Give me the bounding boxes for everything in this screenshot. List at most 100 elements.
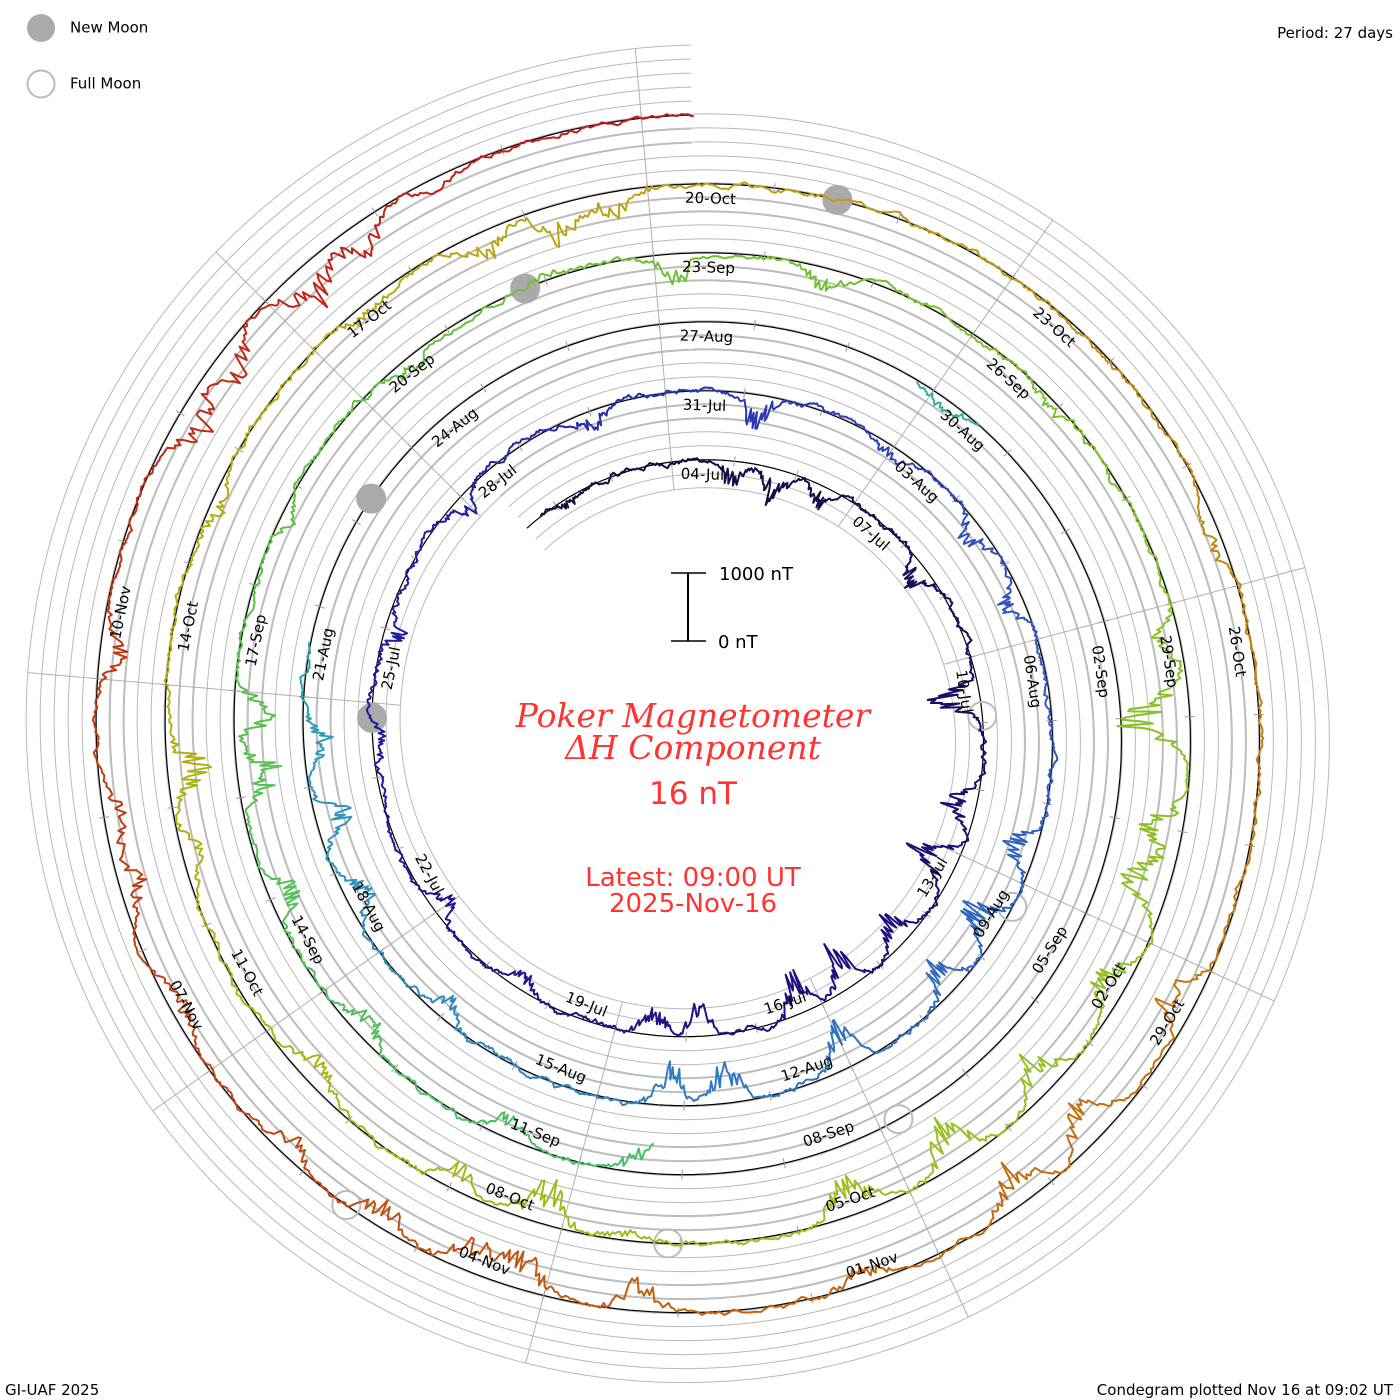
trace-segment: [623, 461, 654, 473]
trace-segment: [967, 538, 1007, 568]
trace-segment: [298, 950, 329, 998]
trace-segment: [234, 303, 280, 362]
footer-credit: GI-UAF 2025: [5, 1381, 99, 1399]
trace-segment: [771, 477, 812, 500]
day-tick: [1018, 881, 1028, 887]
trace-segment: [1063, 317, 1113, 367]
trace-segment: [861, 425, 894, 457]
trace-segment: [106, 602, 129, 673]
trace-segment: [376, 352, 425, 386]
day-tick: [230, 689, 241, 692]
trace-segment: [551, 1081, 595, 1097]
trace-segment: [916, 380, 951, 415]
radial-spokes: [27, 48, 1305, 1364]
trace-segment: [309, 784, 353, 822]
trace-segment: [277, 258, 334, 309]
day-tick: [896, 213, 901, 224]
trace-segment: [958, 650, 975, 687]
day-tick: [658, 319, 661, 330]
date-label: 02-Sep: [1088, 644, 1113, 699]
full-moon-legend-icon: [26, 69, 56, 99]
trace-segment: [546, 1151, 600, 1167]
day-tick: [265, 897, 276, 902]
trace-segment: [1116, 665, 1184, 728]
trace-segment: [281, 890, 301, 952]
trace-segment: [509, 129, 580, 151]
trace-segment: [460, 1173, 520, 1207]
trace-segment: [446, 230, 508, 260]
date-label: 04-Jul: [680, 465, 724, 484]
trace-segment: [976, 747, 987, 783]
date-label: 22-Jul: [411, 851, 447, 898]
trace-segment: [1051, 405, 1096, 448]
trace-segment: [422, 319, 471, 354]
scale-top-label: 1000 nT: [719, 564, 794, 585]
day-tick: [890, 442, 898, 452]
trace-segment: [929, 870, 941, 910]
trace-segment: [457, 475, 479, 517]
trace-segment: [1120, 838, 1166, 896]
trace-segment: [269, 1026, 325, 1069]
trace-segment: [1110, 365, 1155, 420]
trace-segment: [827, 197, 895, 214]
trace-segment: [1002, 837, 1026, 888]
new-moon-marker: [357, 702, 388, 733]
day-tick: [408, 444, 416, 452]
trace-segment: [581, 1015, 618, 1031]
date-label: 13-Jul: [913, 854, 951, 900]
radial-spoke: [215, 251, 481, 517]
day-tick: [773, 183, 776, 194]
trace-segment: [886, 1020, 922, 1050]
date-label: 29-Sep: [1156, 634, 1181, 689]
trace-segment: [330, 212, 385, 261]
trace-segment: [952, 809, 970, 847]
day-tick: [183, 561, 194, 566]
day-tick: [516, 442, 523, 452]
day-tick: [974, 788, 985, 792]
trace-segment: [546, 1002, 583, 1017]
day-tick: [1121, 495, 1131, 502]
trace-segment: [449, 997, 474, 1045]
latest-date: 2025-Nov-16: [609, 889, 777, 919]
latest-time: Latest: 09:00 UT: [585, 863, 801, 893]
trace-segment: [337, 291, 394, 329]
day-tick: [118, 539, 129, 544]
trace-segment: [511, 1062, 553, 1083]
day-tick: [1032, 637, 1043, 642]
trace-segment: [742, 398, 785, 430]
trace-segment: [967, 886, 1024, 916]
trace-segment: [1109, 1057, 1160, 1108]
trace-segment: [940, 780, 978, 812]
radial-spoke: [525, 1001, 623, 1364]
trace-segment: [1152, 417, 1193, 475]
day-tick: [955, 852, 966, 858]
day-tick: [522, 210, 527, 221]
day-tick: [371, 207, 378, 217]
trace-segment: [1253, 667, 1264, 736]
trace-segment: [505, 216, 573, 248]
day-tick: [431, 908, 441, 916]
trace-segment: [482, 962, 524, 978]
trace-segment: [629, 257, 689, 286]
trace-segment: [702, 386, 744, 403]
trace-segment: [127, 469, 154, 536]
trace-segment: [766, 1078, 808, 1098]
trace-segment: [594, 1094, 639, 1106]
trace-segment: [926, 957, 979, 979]
new-moon-legend-icon: [27, 14, 55, 42]
trace-segment: [287, 471, 305, 529]
trace-segment: [239, 739, 283, 794]
trace-segment: [237, 684, 277, 742]
trace-segment: [878, 913, 901, 959]
trace-segment: [1011, 361, 1053, 408]
trace-segment: [335, 384, 378, 426]
day-tick: [367, 701, 378, 704]
trace-segment: [1065, 1098, 1111, 1163]
trace-segment: [392, 572, 410, 611]
full-moon-marker: [967, 700, 998, 731]
trace-segment: [472, 1041, 514, 1064]
trace-segment: [955, 617, 973, 651]
date-label: 05-Oct: [823, 1183, 877, 1216]
trace-segment: [327, 996, 382, 1028]
day-tick: [743, 387, 746, 399]
